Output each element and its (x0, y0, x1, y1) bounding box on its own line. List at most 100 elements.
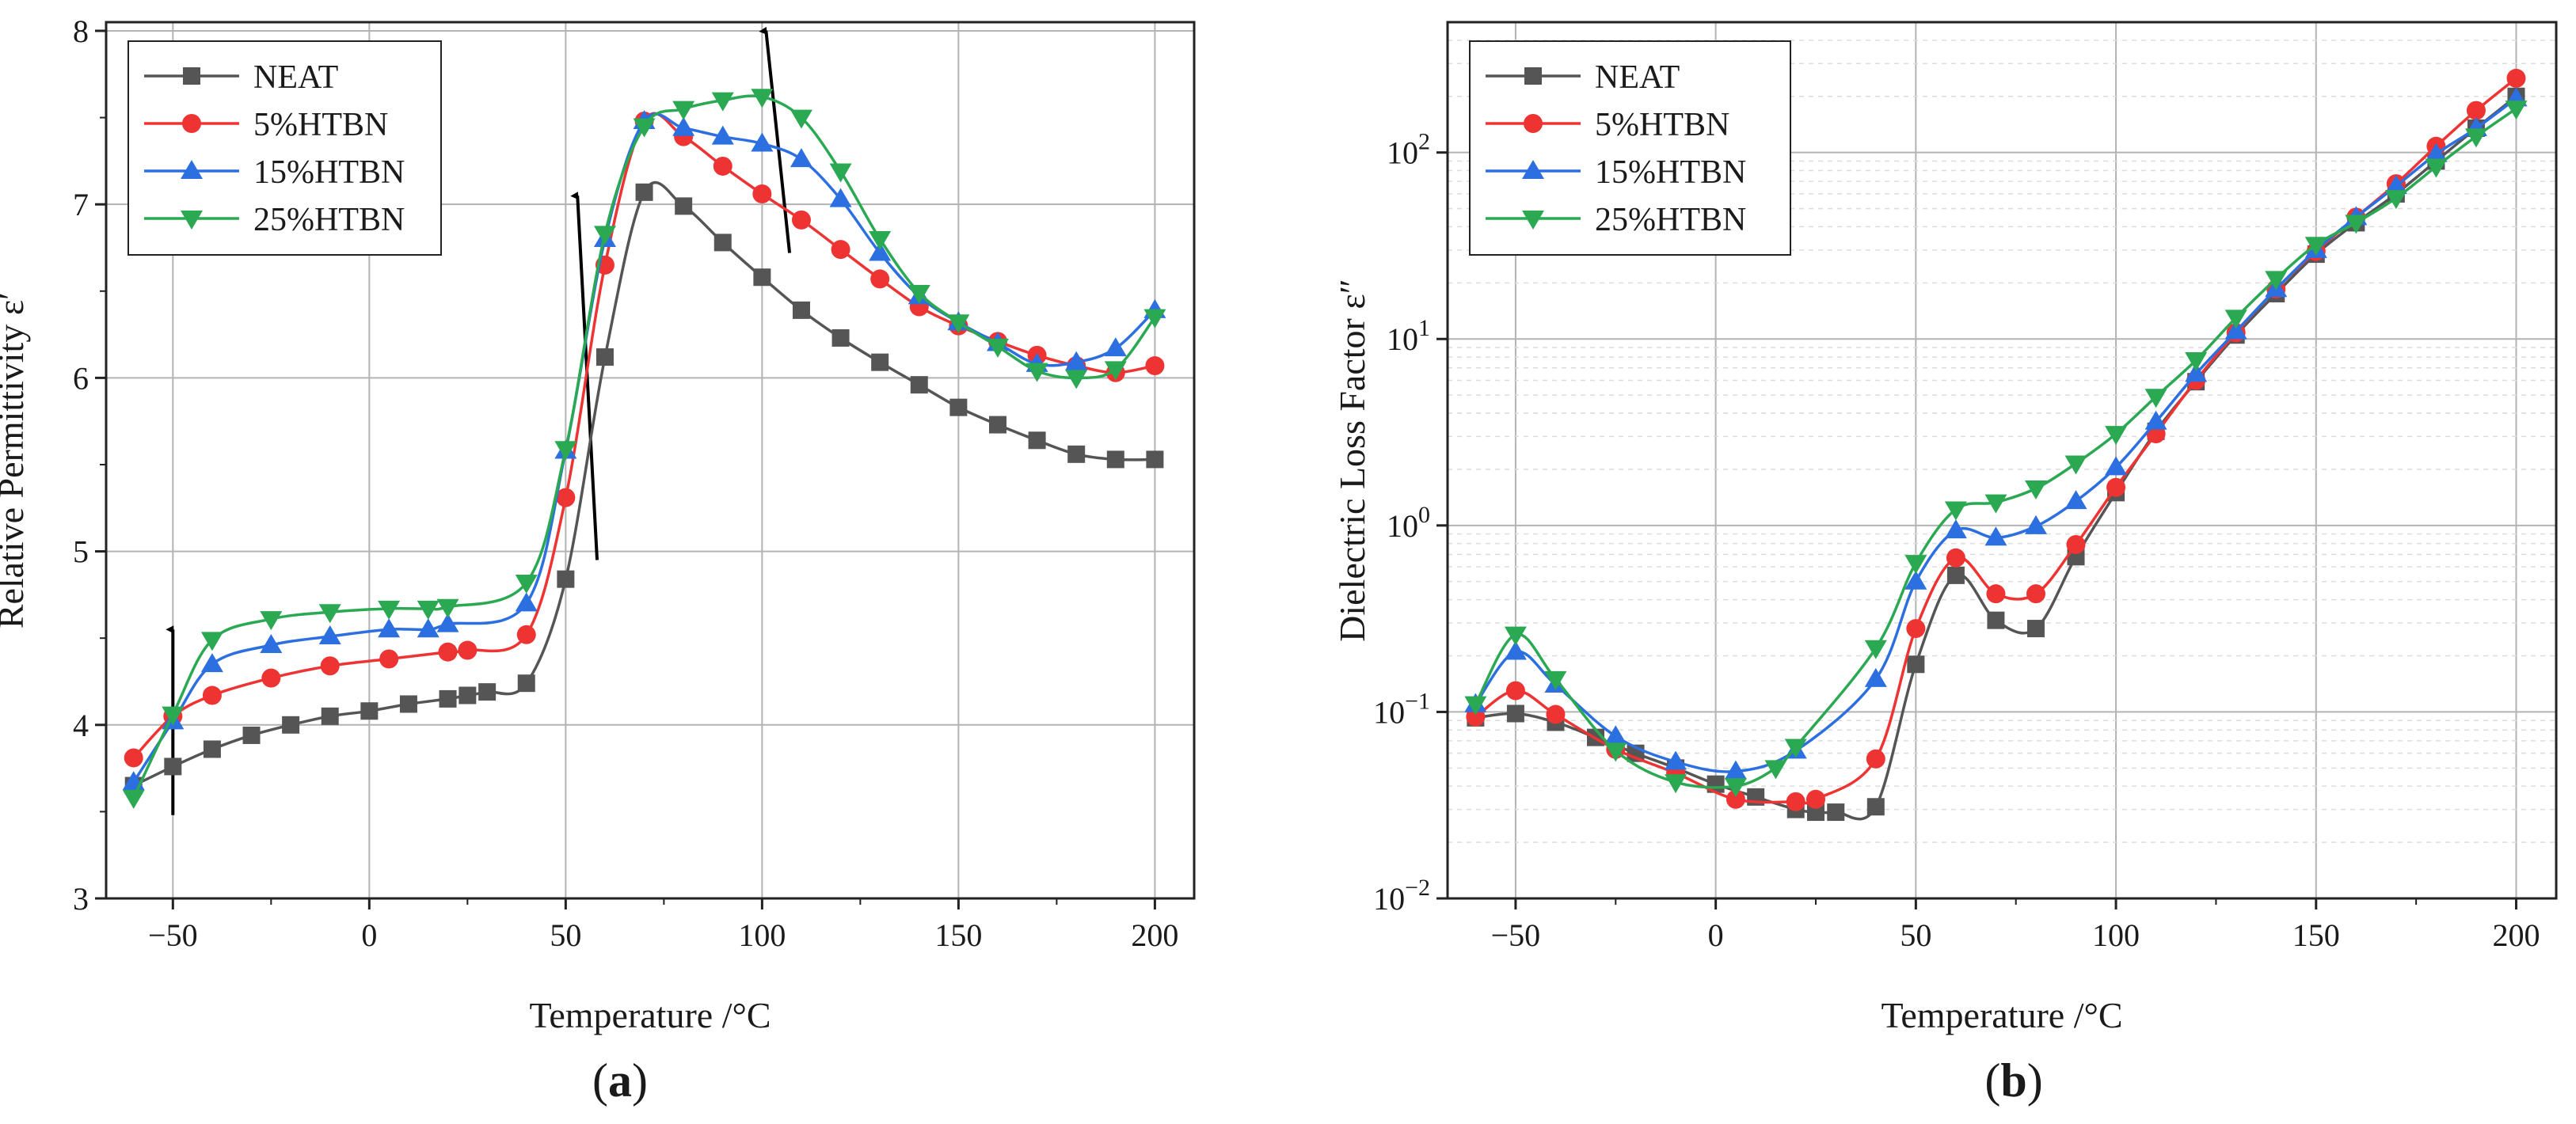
legend-label: NEAT (1595, 59, 1680, 96)
data-point (1104, 337, 1127, 357)
data-point (1065, 370, 1088, 389)
data-point (1146, 450, 1164, 469)
data-point (2265, 271, 2288, 290)
data-point (1505, 681, 1525, 701)
data-point (203, 740, 221, 758)
x-tick-label: 200 (1131, 917, 1178, 953)
x-axis-label: Temperature /°C (1881, 995, 2122, 1035)
data-point (1104, 361, 1127, 381)
legend-item: 5%HTBN (1486, 107, 1729, 143)
data-point (791, 210, 811, 230)
data-point (1987, 611, 2005, 629)
data-point (242, 726, 261, 744)
data-point (753, 268, 771, 287)
legend-label: 25%HTBN (253, 202, 405, 238)
data-point (672, 101, 695, 120)
x-tick-label: 0 (1708, 917, 1724, 953)
data-point (2026, 620, 2045, 638)
series-layer (1464, 68, 2528, 822)
data-point (871, 353, 889, 371)
data-point (1464, 696, 1487, 716)
data-point (1864, 667, 1887, 687)
y-tick-label: 3 (73, 881, 89, 917)
data-point (2185, 351, 2208, 371)
data-point (261, 668, 281, 688)
chart-panel-b: −50 0 50 100 150 200 10−2 10−1 100 101 102 Tempera… (1332, 21, 2558, 1035)
data-point (162, 706, 185, 726)
data-point (2505, 101, 2528, 120)
series-25pcthtbn (122, 89, 1166, 809)
data-point (1984, 526, 2007, 546)
y-tick-label: 101 (1387, 315, 1430, 357)
data-point (907, 284, 930, 304)
data-point (869, 241, 892, 261)
legend-item: NEAT (144, 59, 338, 96)
data-point (1805, 789, 1825, 809)
data-point (2304, 237, 2327, 256)
data-point (672, 116, 695, 136)
legend-label: NEAT (253, 59, 338, 96)
data-point (1546, 704, 1566, 724)
data-point (711, 92, 734, 112)
data-point (595, 348, 614, 366)
data-point (360, 702, 379, 720)
data-point (711, 125, 734, 145)
data-point (1665, 750, 1688, 770)
data-point (713, 234, 732, 252)
legend-item: 25%HTBN (144, 202, 405, 238)
data-point (1786, 792, 1805, 811)
data-point (1466, 707, 1486, 727)
data-point (986, 338, 1009, 358)
data-point (1866, 798, 1885, 816)
data-point (2024, 480, 2047, 500)
data-point (436, 598, 459, 618)
data-point (869, 231, 892, 251)
data-point (1665, 774, 1688, 794)
series-25pcthtbn (1464, 101, 2528, 798)
data-point (436, 613, 459, 632)
axis-ticks: −50 0 50 100 150 200 3 4 5 6 7 8 (73, 13, 1178, 953)
data-point (1143, 309, 1166, 328)
legend-label: 5%HTBN (253, 107, 388, 143)
data-point (1986, 584, 2006, 604)
data-point (557, 570, 575, 588)
trend-arrow (759, 26, 792, 253)
data-point (2345, 215, 2368, 234)
data-point (831, 328, 850, 347)
legend-label: 25%HTBN (1595, 202, 1746, 238)
data-point (1604, 742, 1627, 762)
data-point (318, 604, 341, 624)
data-point (1946, 566, 1965, 584)
data-point (438, 642, 458, 662)
data-point (417, 618, 439, 638)
data-point (2064, 455, 2087, 475)
data-point (593, 226, 616, 245)
series-neat (124, 180, 1164, 795)
data-point (458, 640, 478, 660)
legend: NEAT 5%HTBN 15%HTBN 25%HTBN (1469, 40, 1791, 256)
axis-ticks: −50 0 50 100 150 200 10−2 10−1 100 101 102 (1373, 129, 2540, 953)
data-point (478, 683, 497, 701)
data-point (1866, 749, 1885, 769)
data-point (1906, 619, 1926, 639)
x-tick-label: 200 (2492, 917, 2540, 953)
data-point (378, 600, 401, 620)
data-point (1984, 494, 2007, 514)
legend-label: 5%HTBN (1595, 107, 1729, 143)
panel-label-a: (a) (592, 1054, 648, 1107)
data-point (1604, 725, 1627, 745)
data-point (200, 653, 223, 673)
data-point (1504, 626, 1527, 646)
y-tick-label: 10−1 (1373, 688, 1430, 730)
y-tick-label: 6 (73, 360, 89, 396)
data-point (1864, 640, 1887, 659)
data-point (2506, 68, 2526, 88)
x-tick-label: 100 (2092, 917, 2140, 953)
legend-label: 15%HTBN (1595, 154, 1746, 191)
y-tick-label: 7 (73, 187, 89, 222)
legend-marker (1524, 67, 1542, 85)
data-point (2106, 477, 2126, 497)
panel-label-b: (b) (1984, 1054, 2042, 1107)
data-point (1726, 789, 1745, 809)
data-point (1946, 548, 1965, 568)
